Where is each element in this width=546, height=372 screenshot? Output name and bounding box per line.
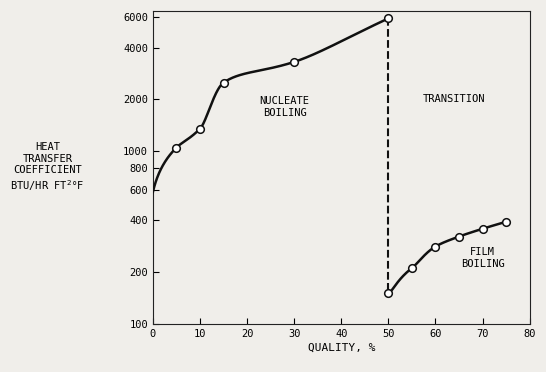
Text: TRANSITION: TRANSITION [423, 94, 485, 105]
Text: FILM
BOILING: FILM BOILING [461, 247, 505, 269]
X-axis label: QUALITY, %: QUALITY, % [307, 343, 375, 353]
Text: NUCLEATE
BOILING: NUCLEATE BOILING [260, 96, 310, 118]
Text: HEAT
TRANSFER
COEFFICIENT
BTU/HR FT$^{2}$$\degree$F: HEAT TRANSFER COEFFICIENT BTU/HR FT$^{2}… [10, 142, 85, 193]
